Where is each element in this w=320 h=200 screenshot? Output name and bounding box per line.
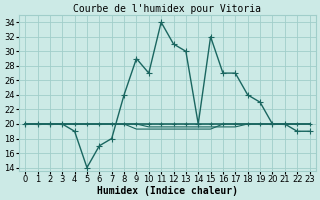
Title: Courbe de l'humidex pour Vitoria: Courbe de l'humidex pour Vitoria: [73, 4, 261, 14]
X-axis label: Humidex (Indice chaleur): Humidex (Indice chaleur): [97, 186, 238, 196]
